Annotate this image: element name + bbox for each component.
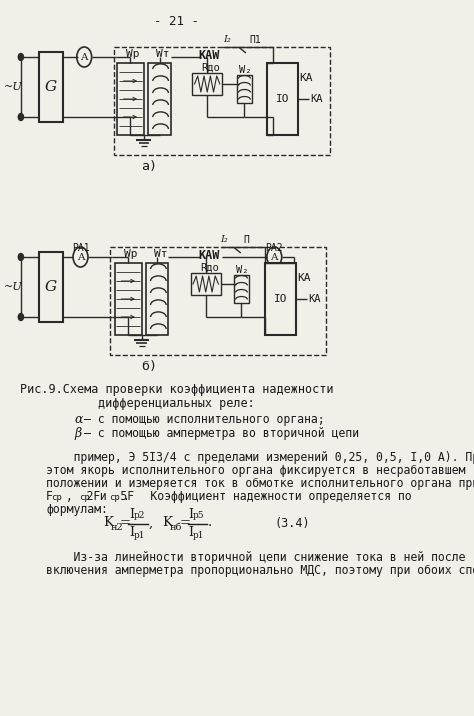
Text: ,: ,: [148, 516, 153, 530]
Circle shape: [18, 114, 24, 120]
Text: PA1: PA1: [73, 243, 90, 253]
Text: пример, Э 5I3/4 с пределами измерений 0,25, 0,5, I,0 А). При: пример, Э 5I3/4 с пределами измерений 0,…: [46, 451, 474, 464]
Text: дифференциальных реле:: дифференциальных реле:: [98, 397, 255, 410]
Text: нб: нб: [170, 523, 182, 531]
Bar: [146, 263, 168, 335]
Text: W₂: W₂: [236, 265, 248, 275]
Bar: [264, 263, 296, 335]
Text: ~U: ~U: [4, 82, 23, 92]
Text: I₂: I₂: [220, 235, 228, 244]
Bar: [234, 275, 249, 303]
Bar: [192, 73, 222, 95]
Text: A: A: [81, 52, 88, 62]
Text: A: A: [77, 253, 84, 261]
Text: KA: KA: [297, 273, 311, 283]
Text: Rдо: Rдо: [201, 63, 220, 73]
Text: K: K: [103, 516, 113, 530]
Circle shape: [18, 54, 24, 60]
Text: ср: ср: [79, 493, 90, 502]
Text: F: F: [46, 490, 53, 503]
Text: Wт: Wт: [156, 49, 169, 59]
Bar: [237, 75, 252, 103]
Text: П1: П1: [250, 35, 262, 45]
Text: н2: н2: [110, 523, 123, 531]
Text: .   Коэффициент надежности определяется по: . Коэффициент надежности определяется по: [116, 490, 412, 503]
Text: р1: р1: [133, 531, 145, 539]
Bar: [39, 52, 63, 122]
Text: – с помощью амперметра во вторичной цепи: – с помощью амперметра во вторичной цепи: [84, 427, 359, 440]
Bar: [267, 63, 298, 135]
Circle shape: [18, 253, 24, 261]
Text: р2: р2: [133, 511, 145, 521]
Text: П: П: [244, 235, 250, 245]
Circle shape: [73, 247, 88, 267]
Text: =: =: [180, 516, 191, 530]
Text: KAW: KAW: [198, 249, 219, 262]
Text: (3.4): (3.4): [274, 516, 310, 530]
Text: формулам:: формулам:: [46, 503, 108, 516]
Bar: [110, 247, 327, 355]
Circle shape: [267, 247, 282, 267]
Text: Wp: Wp: [124, 249, 137, 259]
Text: K: K: [163, 516, 173, 530]
Circle shape: [77, 47, 91, 67]
Text: =: =: [120, 516, 131, 530]
Bar: [191, 273, 220, 295]
Bar: [114, 47, 330, 155]
Text: - 21 -: - 21 -: [154, 15, 199, 28]
Text: ср: ср: [109, 493, 119, 502]
Text: I₂: I₂: [223, 35, 231, 44]
Text: включения амперметра пропорционально МДС, поэтому при обоих спо-: включения амперметра пропорционально МДС…: [46, 564, 474, 577]
Text: и  5F: и 5F: [86, 490, 135, 503]
Text: G: G: [45, 80, 57, 94]
Text: Wт: Wт: [154, 249, 167, 259]
Text: Rдо: Rдо: [200, 263, 219, 273]
Text: IO: IO: [276, 94, 289, 104]
Text: G: G: [45, 280, 57, 294]
Text: р5: р5: [193, 511, 205, 521]
Text: KAW: KAW: [198, 49, 219, 62]
Text: α: α: [74, 413, 83, 426]
Text: ,  2F: , 2F: [59, 490, 100, 503]
Text: р1: р1: [193, 531, 205, 539]
Text: KA: KA: [310, 94, 323, 104]
Bar: [115, 263, 142, 335]
Text: Wp: Wp: [126, 49, 139, 59]
Text: этом якорь исполнительного органа фиксируется в несработавшем: этом якорь исполнительного органа фиксир…: [46, 464, 465, 477]
Text: I: I: [189, 526, 193, 539]
Text: б): б): [141, 360, 157, 373]
Text: ср: ср: [52, 493, 62, 502]
Text: KA: KA: [300, 73, 313, 83]
Text: KA: KA: [308, 294, 320, 304]
Text: положении и измеряется ток в обмотке исполнительного органа при: положении и измеряется ток в обмотке исп…: [46, 477, 474, 490]
Text: β: β: [74, 427, 82, 440]
Text: Рис.9.Схема проверки коэффициента надежности: Рис.9.Схема проверки коэффициента надежн…: [20, 383, 333, 396]
Bar: [39, 252, 63, 322]
Text: PA2: PA2: [265, 243, 283, 253]
Text: I: I: [189, 508, 193, 521]
Bar: [148, 63, 171, 135]
Text: A: A: [271, 253, 278, 261]
Text: – с помощью исполнительного органа;: – с помощью исполнительного органа;: [84, 413, 325, 426]
Bar: [117, 63, 144, 135]
Text: IO: IO: [273, 294, 287, 304]
Circle shape: [18, 314, 24, 321]
Text: W₂: W₂: [238, 65, 251, 75]
Text: I: I: [129, 508, 134, 521]
Text: а): а): [141, 160, 157, 173]
Text: ~U: ~U: [4, 282, 23, 292]
Text: I: I: [129, 526, 134, 539]
Text: .: .: [208, 516, 212, 530]
Text: Из-за линейности вторичной цепи снижение тока в ней после: Из-за линейности вторичной цепи снижение…: [46, 551, 465, 564]
